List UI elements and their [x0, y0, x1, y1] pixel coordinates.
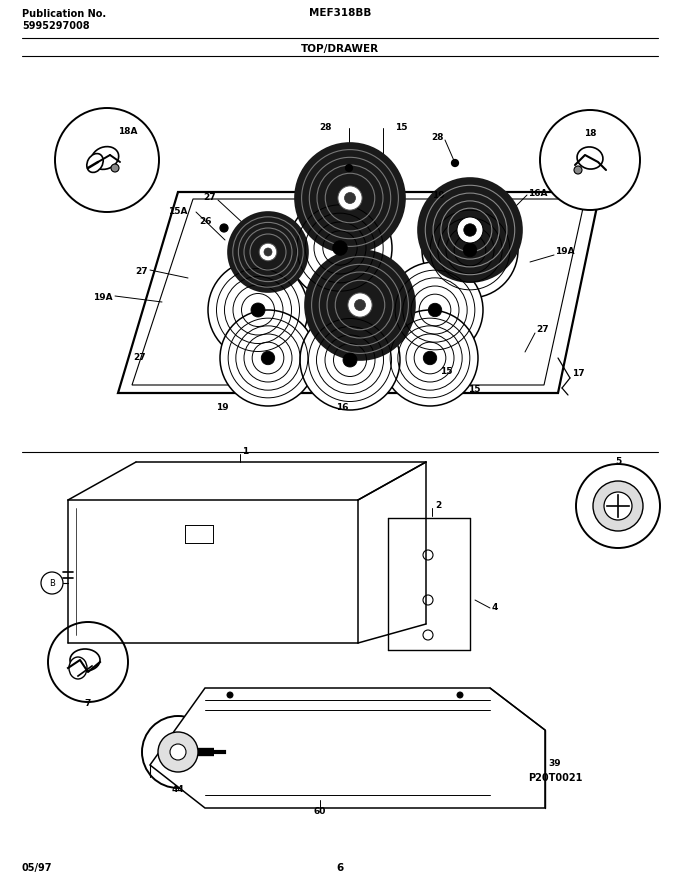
Text: 1: 1	[242, 446, 248, 455]
Circle shape	[300, 310, 400, 410]
Circle shape	[345, 192, 356, 204]
Circle shape	[345, 165, 352, 171]
Circle shape	[387, 262, 483, 358]
Text: TOP/DRAWER: TOP/DRAWER	[301, 44, 379, 54]
Circle shape	[220, 310, 316, 406]
Ellipse shape	[69, 657, 87, 679]
Text: 16: 16	[336, 402, 348, 412]
Circle shape	[261, 351, 275, 365]
Text: 27: 27	[536, 325, 549, 334]
Circle shape	[593, 481, 643, 531]
Circle shape	[343, 353, 357, 367]
Text: 17: 17	[572, 369, 585, 377]
Ellipse shape	[70, 649, 100, 671]
Text: 19A: 19A	[555, 248, 575, 257]
Text: 7: 7	[85, 699, 91, 707]
Text: 5: 5	[615, 458, 621, 467]
Circle shape	[576, 464, 660, 548]
Circle shape	[227, 692, 233, 698]
Circle shape	[111, 164, 119, 172]
Circle shape	[48, 622, 128, 702]
Circle shape	[452, 160, 458, 167]
Circle shape	[251, 303, 265, 317]
Circle shape	[463, 243, 477, 257]
Text: Publication No.: Publication No.	[22, 9, 106, 19]
Text: 27: 27	[134, 353, 146, 362]
Circle shape	[158, 732, 198, 772]
Text: 5995297008: 5995297008	[22, 21, 90, 31]
Circle shape	[305, 250, 415, 360]
Circle shape	[382, 310, 478, 406]
Ellipse shape	[87, 153, 103, 173]
Circle shape	[264, 248, 272, 256]
Text: 15: 15	[395, 123, 407, 131]
Text: 15: 15	[440, 368, 452, 377]
Circle shape	[348, 293, 372, 318]
Circle shape	[55, 108, 159, 212]
Circle shape	[220, 224, 228, 232]
Text: 19: 19	[432, 191, 445, 199]
Circle shape	[295, 143, 405, 253]
Text: 28: 28	[319, 123, 331, 131]
Circle shape	[142, 716, 214, 788]
Text: 28: 28	[430, 133, 443, 143]
Circle shape	[422, 202, 518, 298]
Circle shape	[457, 692, 463, 698]
Circle shape	[208, 260, 308, 360]
Ellipse shape	[577, 147, 603, 169]
Text: 15: 15	[468, 385, 481, 394]
Text: P20T0021: P20T0021	[528, 773, 582, 783]
Circle shape	[457, 217, 483, 243]
Text: 4: 4	[492, 602, 498, 611]
Text: 05/97: 05/97	[22, 863, 52, 873]
Polygon shape	[150, 688, 545, 808]
Circle shape	[574, 166, 582, 174]
Ellipse shape	[91, 146, 119, 169]
Text: 18: 18	[583, 129, 596, 138]
Circle shape	[540, 110, 640, 210]
Circle shape	[259, 243, 277, 261]
Text: 27: 27	[204, 193, 216, 203]
Circle shape	[333, 241, 347, 255]
Circle shape	[464, 224, 476, 236]
Circle shape	[170, 744, 186, 760]
Text: 18A: 18A	[118, 128, 138, 137]
Text: B: B	[49, 579, 55, 587]
Text: 19A: 19A	[93, 294, 113, 303]
Text: 6: 6	[337, 863, 343, 873]
Circle shape	[418, 178, 522, 282]
Text: 2: 2	[435, 502, 441, 511]
Text: 15A: 15A	[168, 206, 188, 215]
Text: 27: 27	[135, 267, 148, 276]
Text: 16A: 16A	[528, 189, 547, 198]
Circle shape	[228, 212, 308, 292]
Circle shape	[428, 303, 442, 317]
Circle shape	[41, 572, 63, 594]
Circle shape	[423, 351, 437, 365]
Circle shape	[338, 186, 362, 210]
Text: 26: 26	[199, 218, 212, 227]
Text: 44: 44	[171, 786, 184, 795]
Text: 39: 39	[548, 759, 560, 767]
Text: 19: 19	[216, 402, 228, 412]
Text: 60: 60	[313, 808, 326, 817]
Circle shape	[288, 196, 392, 300]
Text: MEF318BB: MEF318BB	[309, 8, 371, 18]
Circle shape	[354, 300, 366, 310]
Circle shape	[604, 492, 632, 520]
